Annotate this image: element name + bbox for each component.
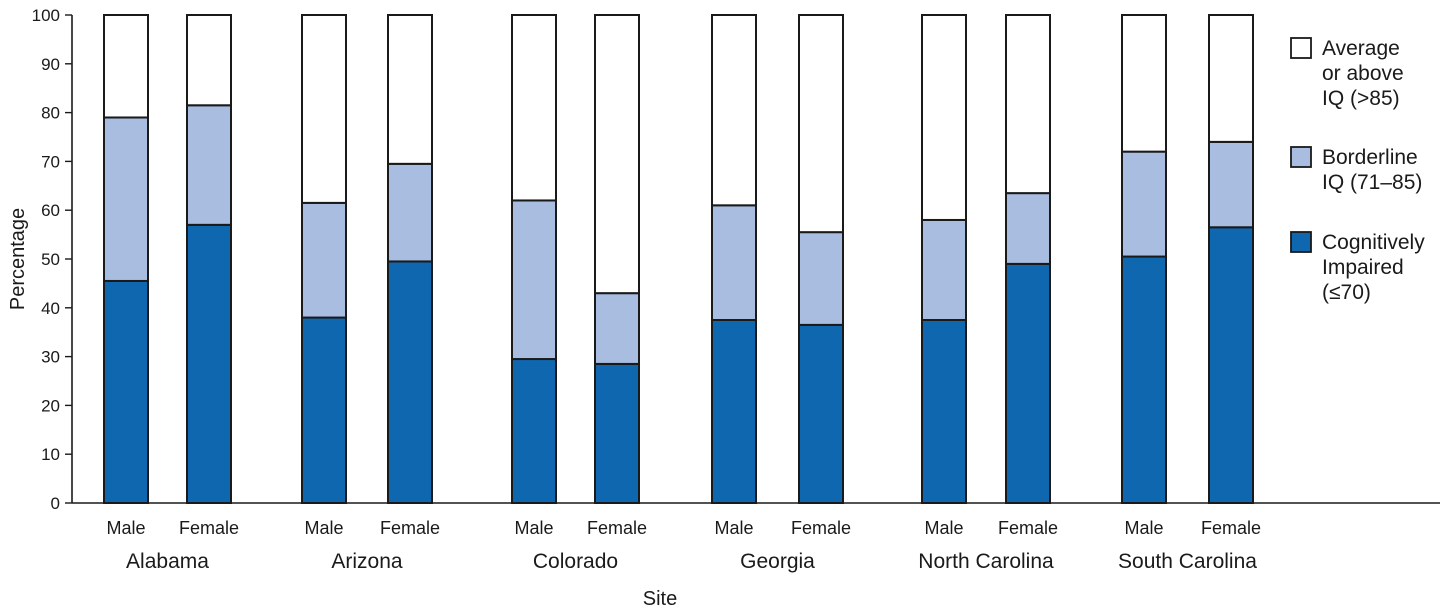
bar-segment <box>186 104 232 226</box>
bar-segment <box>594 14 640 295</box>
x-axis-title: Site <box>643 588 677 609</box>
bar-segment <box>301 316 347 504</box>
bar-sex-label: Male <box>106 518 145 538</box>
site-label: South Carolina <box>1118 550 1257 573</box>
site-label: North Carolina <box>918 550 1054 573</box>
bar-segment <box>1208 14 1254 143</box>
bar-segment <box>1121 255 1167 504</box>
legend-label: IQ (71–85) <box>1322 171 1422 194</box>
site-label: Georgia <box>740 550 815 573</box>
bar-segment <box>1005 14 1051 195</box>
legend-swatch <box>1290 146 1312 168</box>
bar-segment <box>186 14 232 107</box>
bar-sex-label: Male <box>714 518 753 538</box>
bar-segment <box>711 319 757 504</box>
legend-label: IQ (>85) <box>1322 87 1400 110</box>
bar-segment <box>1208 140 1254 229</box>
bar-segment <box>103 279 149 504</box>
y-tick-label: 60 <box>41 201 60 220</box>
bar-segment <box>921 14 967 221</box>
bar-sex-label: Male <box>514 518 553 538</box>
legend-swatch <box>1290 37 1312 59</box>
y-tick-label: 70 <box>41 152 60 171</box>
bar-sex-label: Female <box>1201 518 1261 538</box>
bar-segment <box>1208 226 1254 504</box>
site-label: Arizona <box>331 550 403 573</box>
y-tick-label: 10 <box>41 445 60 464</box>
bar-segment <box>594 362 640 505</box>
bar-sex-label: Male <box>304 518 343 538</box>
bar-segment <box>511 358 557 505</box>
bar-segment <box>798 323 844 504</box>
bar-segment <box>387 162 433 263</box>
bar-sex-label: Female <box>791 518 851 538</box>
legend-swatch <box>1290 231 1312 253</box>
bar-segment <box>511 199 557 361</box>
bar-segment <box>711 204 757 322</box>
bar-sex-label: Female <box>998 518 1058 538</box>
site-label: Colorado <box>533 550 618 573</box>
bar-sex-label: Male <box>1124 518 1163 538</box>
bar-segment <box>103 14 149 119</box>
bar-sex-label: Male <box>924 518 963 538</box>
bar-segment <box>387 14 433 165</box>
bar-segment <box>1121 150 1167 258</box>
site-label: Alabama <box>126 550 209 573</box>
legend-label: Cognitively <box>1322 231 1425 254</box>
legend-label: Borderline <box>1322 146 1418 169</box>
bar-segment <box>103 116 149 282</box>
y-tick-label: 80 <box>41 104 60 123</box>
y-tick-label: 0 <box>51 494 60 513</box>
y-tick-label: 50 <box>41 250 60 269</box>
bar-segment <box>301 14 347 204</box>
y-tick-label: 90 <box>41 55 60 74</box>
bar-segment <box>301 201 347 319</box>
legend-label: or above <box>1322 62 1404 85</box>
bar-segment <box>186 223 232 504</box>
bar-segment <box>387 260 433 504</box>
y-axis-title: Percentage <box>7 208 29 310</box>
bar-segment <box>711 14 757 207</box>
y-tick-label: 100 <box>32 6 60 25</box>
bar-sex-label: Female <box>587 518 647 538</box>
y-tick-label: 30 <box>41 348 60 367</box>
bar-segment <box>1121 14 1167 153</box>
legend-label: Impaired <box>1322 256 1404 279</box>
bar-segment <box>921 319 967 504</box>
bar-segment <box>594 292 640 365</box>
bar-segment <box>798 14 844 234</box>
bar-segment <box>1005 192 1051 265</box>
y-tick-label: 40 <box>41 299 60 318</box>
y-tick-label: 20 <box>41 396 60 415</box>
bar-segment <box>511 14 557 202</box>
bar-segment <box>798 231 844 326</box>
bar-segment <box>921 218 967 322</box>
bar-sex-label: Female <box>380 518 440 538</box>
legend-label: Average <box>1322 37 1400 60</box>
legend-label: (≤70) <box>1322 281 1371 304</box>
bar-sex-label: Female <box>179 518 239 538</box>
bar-segment <box>1005 262 1051 504</box>
